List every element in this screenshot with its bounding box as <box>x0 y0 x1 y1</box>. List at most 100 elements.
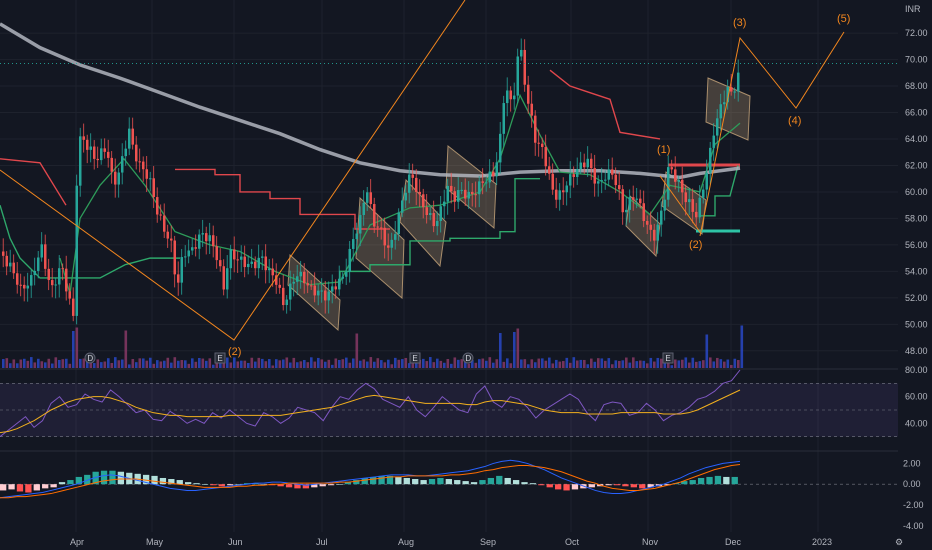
rsi-pane[interactable] <box>0 369 898 438</box>
candle-body <box>401 200 404 213</box>
date-tick-label: Jun <box>228 537 243 547</box>
macd-pane[interactable] <box>0 459 898 499</box>
candle-body <box>737 72 740 92</box>
candle-body <box>103 148 106 152</box>
price-tick-label: 50.00 <box>905 319 928 329</box>
volume-bar <box>264 361 268 368</box>
candle-body <box>201 233 204 235</box>
volume-bar <box>740 325 744 368</box>
volume-bar <box>628 362 632 368</box>
macd-histogram-bar <box>731 476 738 485</box>
volume-bar <box>625 357 628 368</box>
candle-body <box>579 162 582 170</box>
candle-body <box>299 271 302 277</box>
candle-body <box>359 214 362 234</box>
volume-bar <box>513 332 516 368</box>
volume-bar <box>166 357 170 368</box>
macd-histogram-bar <box>487 477 495 485</box>
volume-bar <box>257 357 261 368</box>
volume-bar <box>44 362 47 368</box>
candle-body <box>366 192 369 203</box>
candle-body <box>502 103 505 134</box>
macd-histogram-bar <box>504 477 511 485</box>
macd-histogram-bar <box>613 484 621 486</box>
elliott-wave-lines: (2) (1) (2) (3) (4) (5) D E E D E <box>0 0 850 364</box>
candle-body <box>191 247 194 251</box>
volume-bar <box>296 362 299 368</box>
candle-body <box>681 179 684 193</box>
volume-bar <box>404 357 408 368</box>
volume-bar <box>660 358 663 368</box>
volume-bar <box>726 359 730 368</box>
wave-label: (4) <box>788 115 801 127</box>
candle-body <box>674 169 677 182</box>
candle-body <box>124 148 127 157</box>
candle-body <box>96 158 99 161</box>
macd-histogram-bar <box>706 476 713 485</box>
volume-bar <box>345 357 348 368</box>
candle-body <box>537 142 540 144</box>
volume-bar <box>590 358 593 368</box>
settings-icon[interactable]: ⚙ <box>895 537 903 547</box>
candle-body <box>79 136 82 186</box>
volume-bar <box>65 358 68 368</box>
candle-body <box>341 276 344 279</box>
price-candles <box>0 38 898 325</box>
volume-bar <box>656 357 660 368</box>
volume-bar <box>562 361 565 368</box>
volume-bar <box>362 359 366 368</box>
macd-histogram-bar <box>67 480 74 485</box>
volume-bar <box>156 360 159 368</box>
volume-bar <box>460 359 464 368</box>
date-tick-label: Aug <box>398 537 414 547</box>
candle-body <box>170 238 173 241</box>
candle-body <box>184 256 187 258</box>
volume-bar <box>208 358 212 368</box>
candle-body <box>268 268 271 271</box>
volume-bar <box>548 357 551 368</box>
volume-bar <box>597 358 600 368</box>
candle-body <box>131 128 134 145</box>
macd-histogram-bar <box>437 477 444 485</box>
macd-histogram-bar <box>370 476 377 485</box>
candle-body <box>37 257 40 271</box>
candle-body <box>215 246 218 261</box>
macd-histogram-bar <box>176 480 183 485</box>
candle-body <box>663 199 666 211</box>
volume-bar <box>313 361 317 368</box>
event-marker-label: E <box>665 354 670 363</box>
candle-body <box>219 260 222 267</box>
candle-body <box>89 146 92 150</box>
volume-bar <box>450 363 453 368</box>
volume-bar <box>485 360 488 368</box>
candle-body <box>436 220 439 227</box>
candle-body <box>509 90 512 100</box>
volume-bar <box>733 358 737 368</box>
candle-body <box>23 284 26 289</box>
candle-body <box>222 266 225 290</box>
volume-bar <box>516 328 520 368</box>
volume-bar <box>124 330 128 368</box>
volume-bar <box>614 360 618 368</box>
macd-histogram-bar <box>555 484 562 490</box>
volume-bar <box>551 363 555 368</box>
volume-bar <box>86 360 89 368</box>
signal-line <box>0 463 741 499</box>
supertrend-lines <box>0 69 739 285</box>
volume-bar <box>75 327 79 368</box>
wave-label: (2) <box>228 346 241 358</box>
candle-body <box>387 245 390 248</box>
candle-body <box>254 261 257 269</box>
volume-bar <box>278 360 282 368</box>
candle-body <box>625 209 628 213</box>
macd-histogram-bar <box>521 482 528 485</box>
volume-bar <box>236 361 240 368</box>
volume-bar <box>541 358 544 368</box>
volume-bar <box>250 357 254 368</box>
volume-bar <box>306 362 310 368</box>
macd-histogram-bar <box>319 484 326 487</box>
volume-bar <box>653 361 656 368</box>
macd-histogram-bar <box>142 474 150 485</box>
price-tick-label: 64.00 <box>905 134 928 144</box>
